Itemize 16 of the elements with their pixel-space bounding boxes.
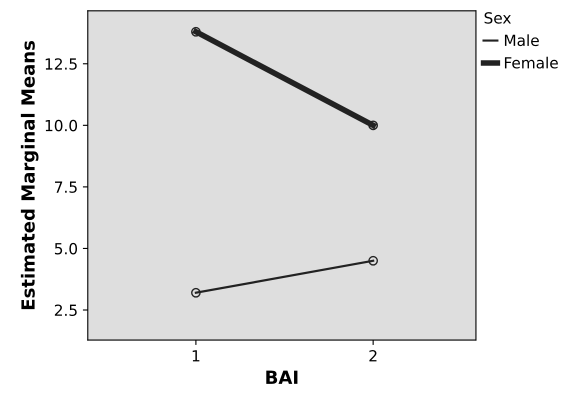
legend-label: Male bbox=[504, 34, 539, 46]
point bbox=[368, 256, 378, 266]
x-axis-title: BAI bbox=[266, 370, 298, 384]
point bbox=[368, 120, 378, 130]
y-tick-label: 7.5 bbox=[55, 182, 77, 193]
x-tick-label: 1 bbox=[192, 350, 200, 362]
y-tick-label: 12.5 bbox=[46, 58, 77, 70]
legend-title: Sex bbox=[484, 12, 511, 24]
y-axis-title: Estimated Marginal Means bbox=[20, 40, 38, 310]
point bbox=[191, 26, 201, 37]
x-tick-label: 2 bbox=[369, 350, 376, 362]
y-tick-label: 2.5 bbox=[54, 304, 77, 316]
legend-label: Female bbox=[504, 56, 558, 69]
point bbox=[191, 288, 201, 298]
y-tick-label: 10.0 bbox=[46, 120, 78, 132]
y-tick-label: 5.0 bbox=[54, 242, 78, 254]
